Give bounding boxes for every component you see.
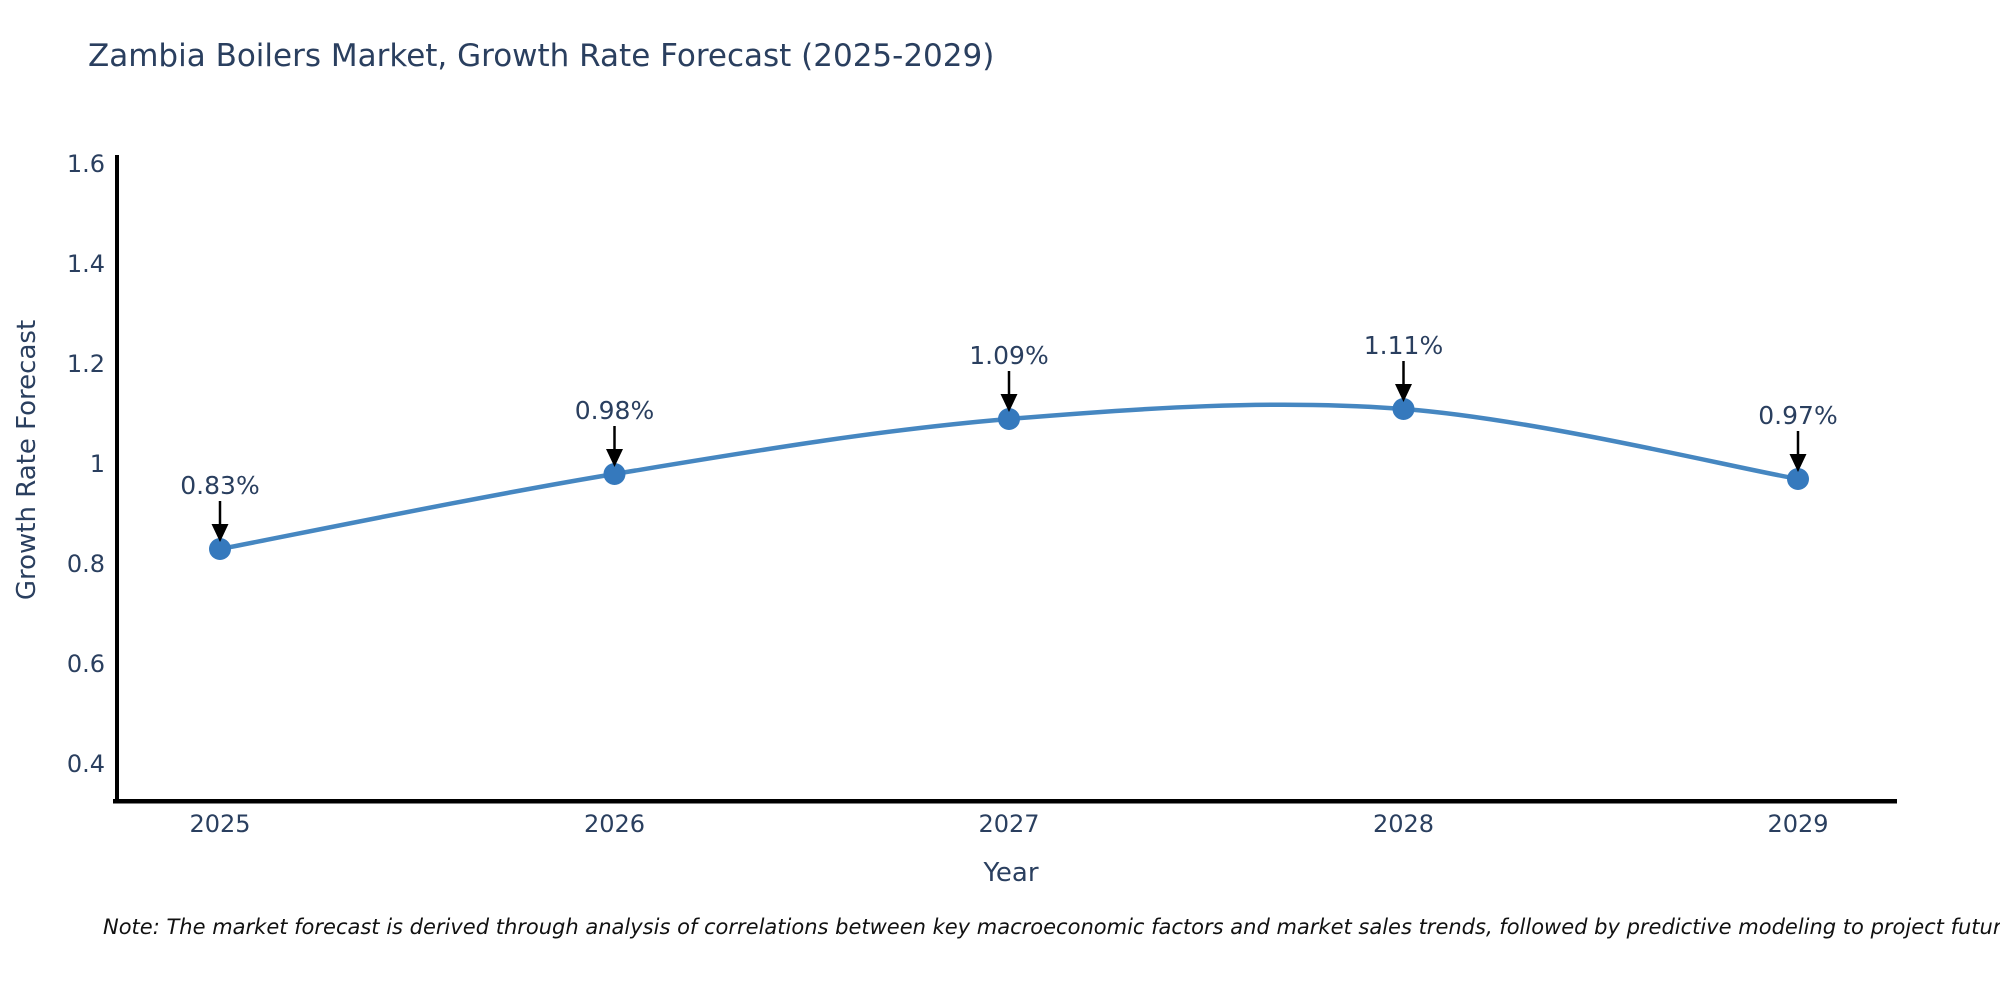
chart-title: Zambia Boilers Market, Growth Rate Forec… — [88, 38, 995, 74]
data-point-marker — [209, 538, 231, 560]
annotation-arrowhead — [1395, 384, 1412, 402]
data-point-marker — [1787, 468, 1809, 490]
annotation-arrowhead — [1000, 394, 1018, 412]
y-tick-label: 1.4 — [67, 250, 105, 278]
y-tick-label: 1.6 — [67, 150, 105, 178]
y-axis-spine — [115, 155, 119, 803]
y-tick-label: 0.6 — [67, 650, 105, 678]
point-value-label: 0.83% — [180, 471, 259, 500]
point-value-label: 1.11% — [1364, 331, 1443, 360]
y-axis-title: Growth Rate Forecast — [12, 319, 42, 601]
x-tick-label: 2026 — [584, 810, 645, 838]
x-tick-label: 2025 — [189, 810, 250, 838]
data-point-marker — [1392, 398, 1415, 420]
annotation-arrowhead — [1789, 454, 1807, 472]
x-tick-label: 2027 — [978, 810, 1039, 838]
point-value-label: 0.97% — [1758, 401, 1837, 430]
data-point-marker — [998, 408, 1020, 430]
y-tick-label: 0.4 — [67, 750, 105, 778]
annotation-arrowhead — [606, 449, 623, 467]
data-point-marker — [603, 463, 626, 485]
annotation-arrowhead — [211, 524, 229, 542]
x-tick-label: 2028 — [1373, 810, 1434, 838]
x-axis-spine — [113, 799, 1897, 804]
y-tick-label: 0.8 — [67, 550, 105, 578]
x-axis-title: Year — [983, 858, 1039, 888]
y-tick-label: 1 — [90, 450, 105, 478]
footnote: Note: The market forecast is derived thr… — [103, 915, 2000, 939]
x-tick-label: 2029 — [1767, 810, 1828, 838]
point-value-label: 0.98% — [575, 396, 654, 425]
y-tick-label: 1.2 — [67, 350, 105, 378]
point-value-label: 1.09% — [969, 341, 1048, 370]
